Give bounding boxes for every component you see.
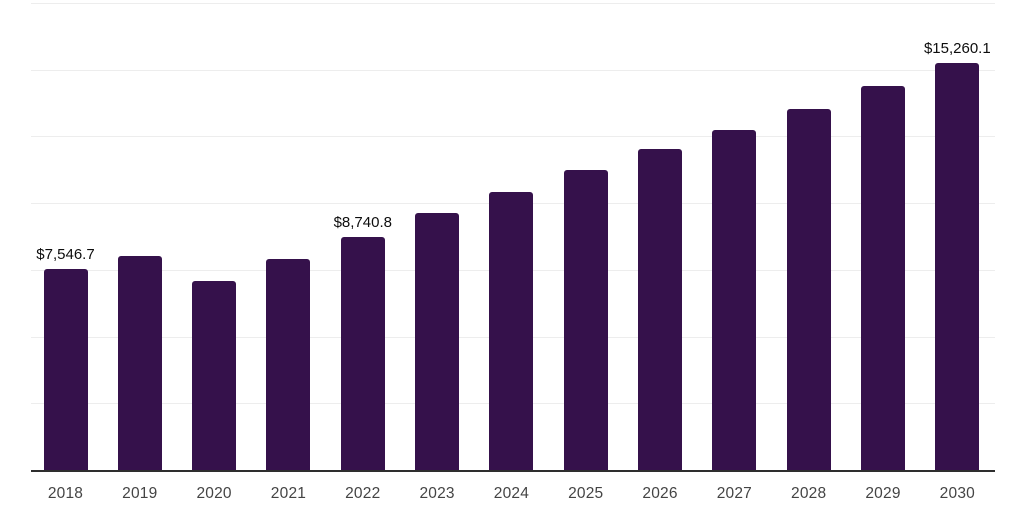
x-axis-line [31, 470, 995, 472]
x-tick-label-2023: 2023 [419, 485, 455, 502]
bar-2030[interactable] [935, 62, 980, 470]
x-tick-label-2021: 2021 [270, 485, 307, 502]
bar-value-label-2018: $7,546.7 [36, 245, 95, 263]
bar-2022[interactable] [340, 236, 385, 470]
bar-2018[interactable] [43, 268, 88, 470]
x-tick-label-2024: 2024 [493, 485, 530, 502]
bar-2026[interactable] [638, 149, 683, 470]
bar-2023[interactable] [415, 212, 460, 470]
x-tick-label-2025: 2025 [568, 485, 604, 502]
bar-2027[interactable] [712, 130, 757, 470]
x-tick-label-2027: 2027 [716, 485, 753, 502]
bar-value-label-2030: $15,260.1 [923, 39, 991, 57]
x-tick-label-2020: 2020 [196, 485, 232, 502]
bar-2021[interactable] [266, 258, 311, 470]
x-tick-label-2019: 2019 [122, 485, 158, 502]
x-tick-label-2026: 2026 [642, 485, 678, 502]
gridline [31, 136, 995, 138]
gridline [31, 69, 995, 71]
x-tick-label-2018: 2018 [47, 485, 84, 502]
bar-2029[interactable] [861, 85, 906, 470]
bar-2019[interactable] [117, 255, 162, 470]
gridline [31, 3, 995, 4]
x-tick-label-2022: 2022 [345, 485, 381, 502]
x-tick-label-2028: 2028 [791, 485, 827, 502]
x-tick-label-2030: 2030 [939, 485, 975, 502]
bar-2025[interactable] [563, 170, 608, 470]
x-tick-label-2029: 2029 [865, 485, 901, 502]
bar-2020[interactable] [192, 280, 237, 470]
bar-2024[interactable] [489, 191, 534, 470]
bar-value-label-2022: $8,740.8 [333, 213, 392, 231]
bar-2028[interactable] [786, 109, 831, 470]
